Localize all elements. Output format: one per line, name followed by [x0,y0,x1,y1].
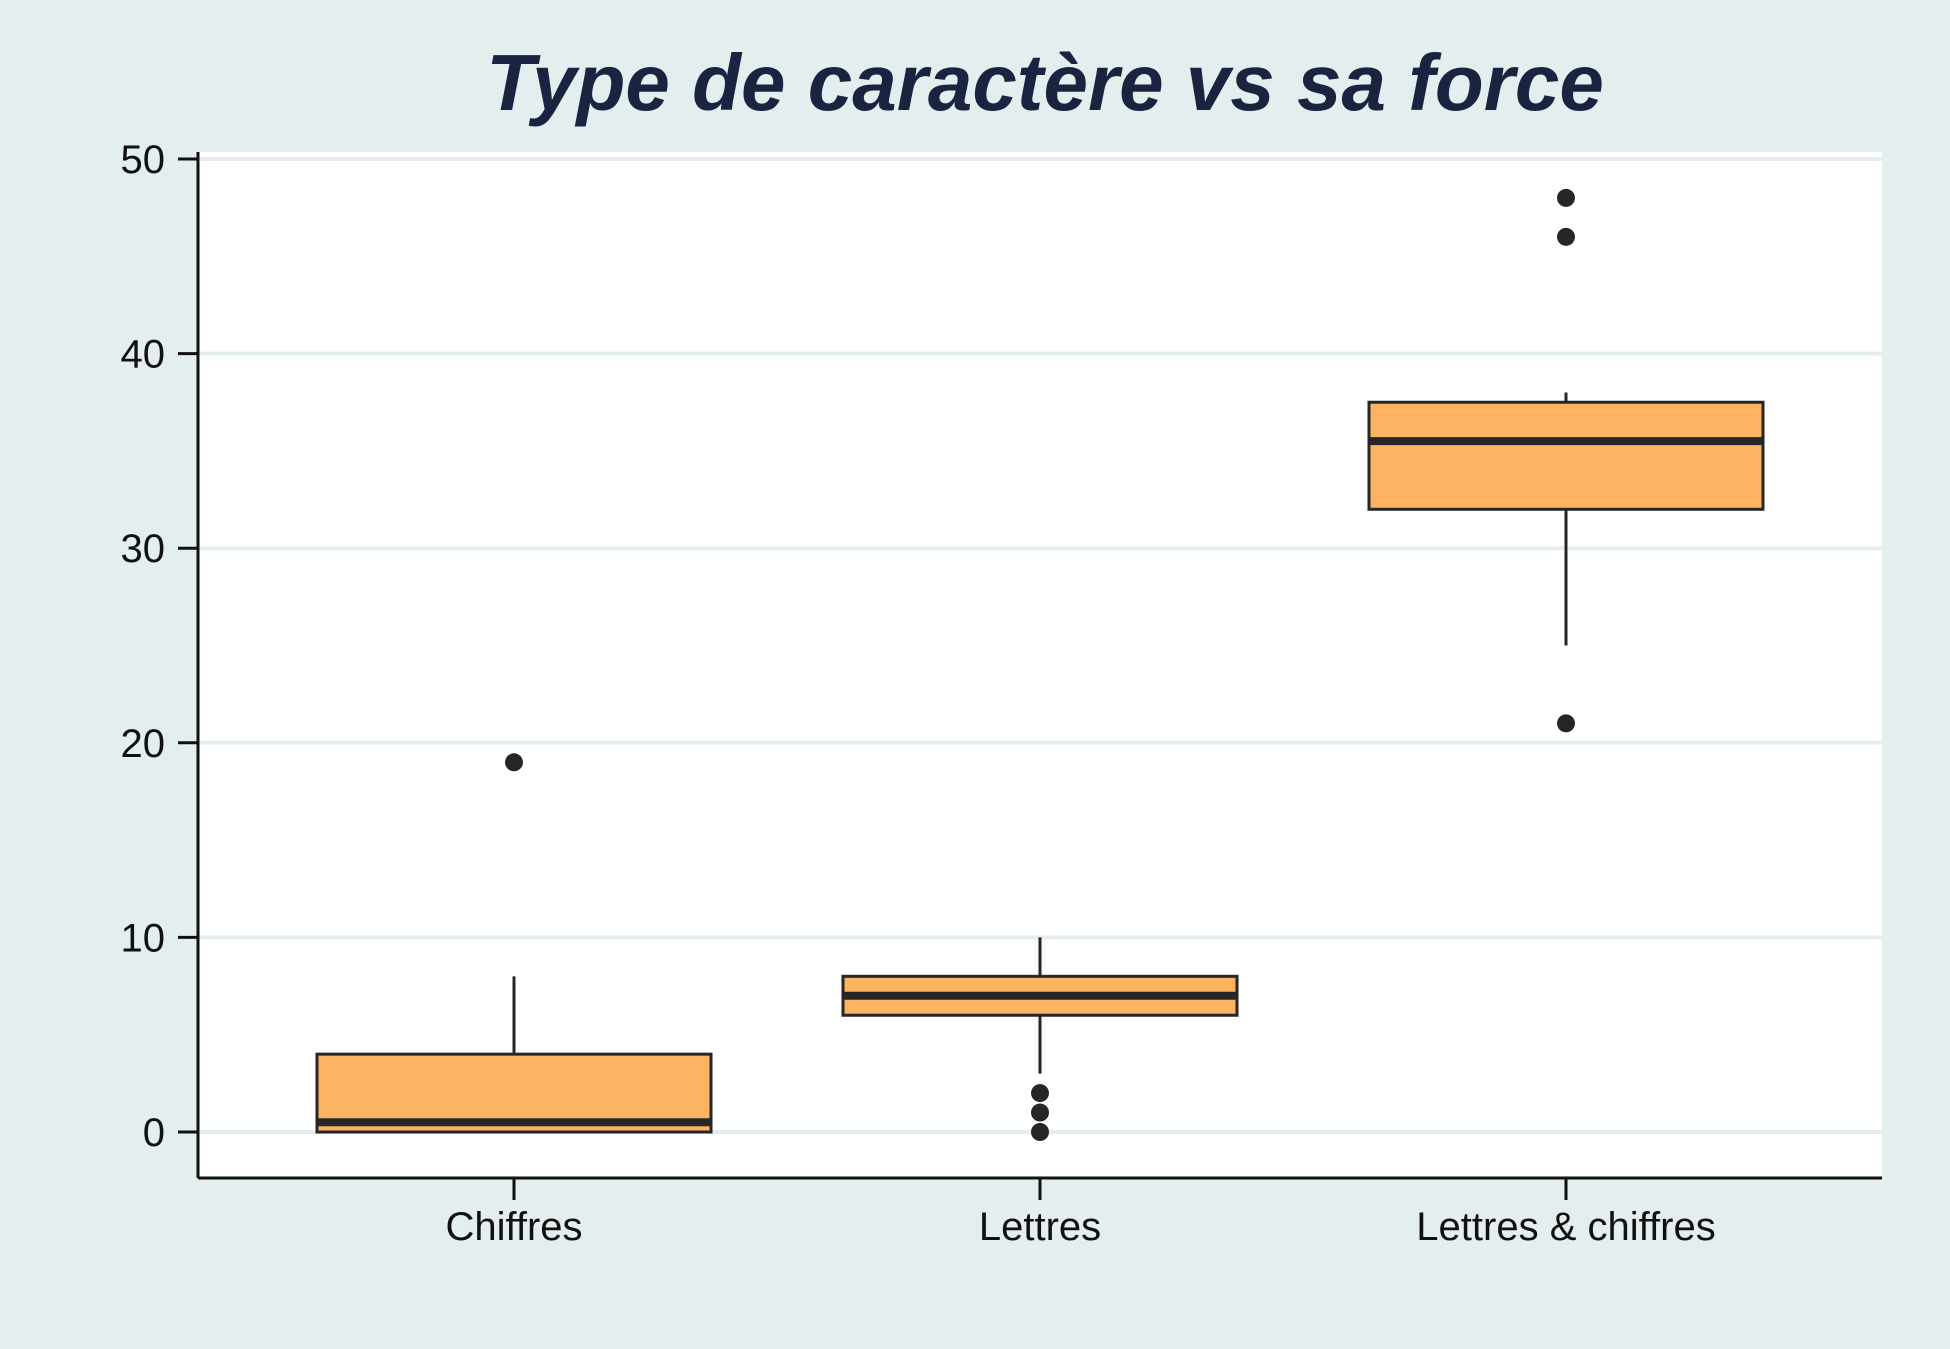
outlier-point [1557,714,1575,733]
y-tick-label: 50 [121,138,166,182]
boxplot-lettres [841,937,1239,1141]
boxplot-lettres-chiffres [1367,188,1765,733]
y-tick-label: 20 [121,722,166,766]
chart-title: Type de caractère vs sa force [486,38,1604,127]
x-axis-ticks: Chiffres Lettres Lettres & chiffres [445,1178,1716,1249]
outlier-point [505,753,523,772]
outlier-point [1557,188,1575,207]
y-axis-ticks: 0 10 20 30 40 50 [121,138,198,1155]
outlier-point [1557,227,1575,246]
x-tick-label: Lettres [979,1205,1101,1249]
x-tick-label: Chiffres [445,1205,582,1249]
outlier-point [1031,1084,1049,1103]
y-tick-label: 10 [121,916,166,960]
boxplots [315,188,1765,1141]
x-tick-label: Lettres & chiffres [1416,1205,1715,1249]
y-tick-label: 40 [121,333,166,377]
y-tick-label: 0 [143,1111,165,1155]
y-tick-label: 30 [121,527,166,571]
outlier-point [1031,1123,1049,1141]
box [1367,400,1765,511]
outlier-point [1031,1103,1049,1122]
boxplot-chiffres [315,753,713,1134]
